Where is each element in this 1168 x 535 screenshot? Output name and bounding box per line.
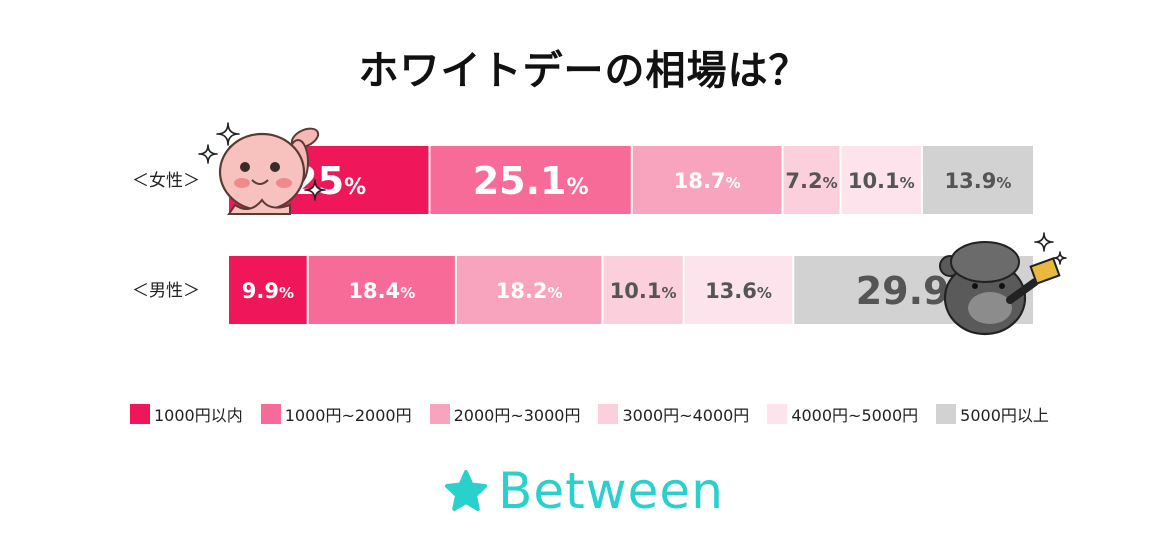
legend: 1000円以内 1000円~2000円 2000円~3000円 3000円~4000円… (130, 402, 1049, 426)
legend-swatch (130, 404, 150, 424)
bar-segment (632, 146, 782, 214)
row-label: ＜女性＞ (132, 171, 200, 191)
bar-segment (430, 146, 631, 214)
chart-title: ホワイトデーの相場は？ (358, 48, 810, 94)
data-label: 7.2% (785, 169, 837, 193)
data-label: 18.2% (496, 279, 563, 303)
legend-swatch (260, 404, 281, 424)
legend-label: 1000円以内 (154, 406, 243, 425)
brand-logo: Between (0, 462, 1168, 520)
legend-label: 4000円~5000円 (791, 406, 919, 425)
legend-label: 3000円~4000円 (622, 406, 750, 425)
sparkle-icon (304, 179, 326, 201)
legend-swatch (767, 404, 788, 424)
bar-segment (229, 256, 307, 324)
sparkle-icon (216, 122, 240, 146)
star-logo-icon (445, 470, 488, 511)
bar-segment (783, 146, 840, 214)
bar-segment (922, 146, 1033, 214)
data-label: 10.1% (610, 279, 677, 303)
legend-item: 2000円~3000円 (429, 402, 581, 426)
sparkle-icon (1053, 251, 1067, 265)
brand-name: Between (498, 462, 724, 520)
bar-segment (841, 146, 921, 214)
sparkle-icon (1034, 232, 1054, 252)
row-label: ＜男性＞ (132, 281, 200, 301)
bar-segment (456, 256, 602, 324)
data-label: 25.1% (473, 159, 589, 203)
stacked-bar-chart: ＜女性＞ 25% 25.1% 18.7% 7.2% 10.1% 13.9%＜男性＞ 9.9% 1… (132, 122, 1067, 336)
legend-item: 3000円~4000円 (598, 402, 749, 426)
legend-label: 1000円~2000円 (284, 406, 412, 425)
legend-swatch (429, 404, 450, 424)
bar-segment (308, 256, 455, 324)
bar-segment (684, 256, 793, 324)
bear-mascot-icon (939, 241, 1061, 336)
rabbit-mascot-icon (218, 127, 320, 215)
legend-item: 5000円以上 (936, 402, 1049, 426)
data-label: 13.6% (705, 279, 772, 303)
data-label: 9.9% (242, 279, 294, 303)
legend-item: 1000円~2000円 (260, 402, 412, 426)
legend-item: 4000円~5000円 (767, 402, 918, 426)
data-label: 10.1% (848, 169, 915, 193)
bar-segment (603, 256, 683, 324)
legend-label: 5000円以上 (960, 406, 1049, 425)
legend-swatch (598, 404, 619, 424)
data-label: 13.9% (945, 169, 1012, 193)
data-label: 18.7% (674, 169, 741, 193)
legend-label: 2000円~3000円 (453, 406, 581, 425)
data-label: 18.4% (348, 279, 415, 303)
sparkle-icon (198, 144, 218, 164)
legend-swatch (936, 404, 957, 424)
legend-item: 1000円以内 (130, 402, 243, 426)
